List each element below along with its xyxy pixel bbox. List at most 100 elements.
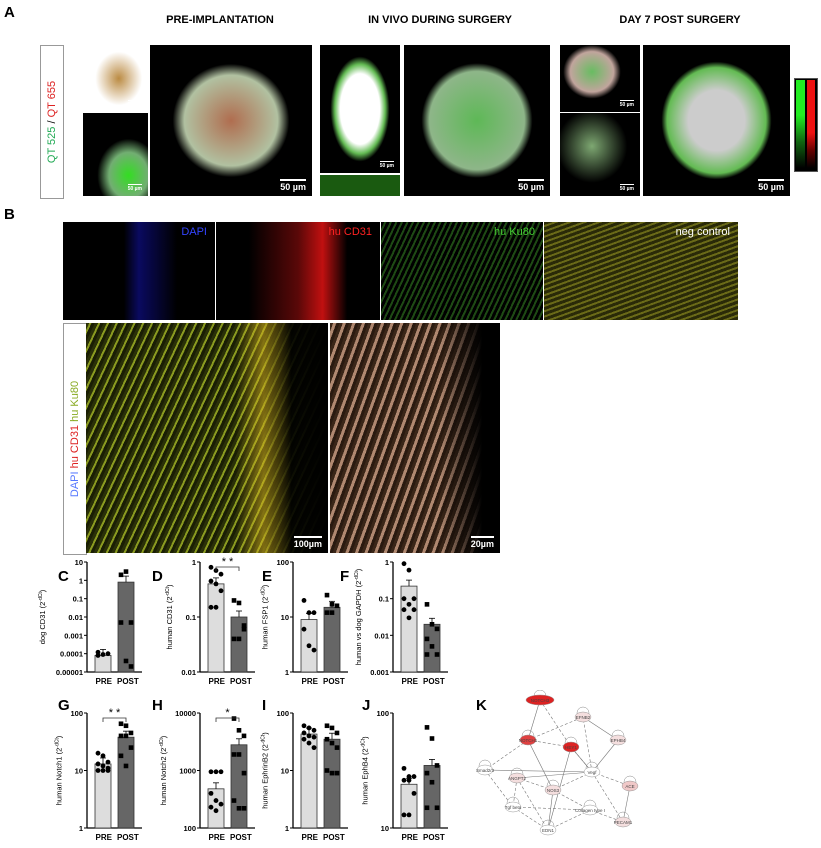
data-point-pre	[311, 745, 317, 751]
network-node-label: EFNB2	[576, 715, 591, 720]
scale-bar: 50 µm	[619, 100, 634, 108]
x-tick-label: PRE	[209, 833, 226, 842]
data-point-post	[241, 770, 247, 776]
network-node-label: NOS3	[547, 788, 560, 793]
network-node	[614, 816, 632, 828]
y-axis-label: human vs dog GAPDH (2-dCt)	[354, 568, 363, 665]
data-point-pre	[406, 567, 412, 573]
network-edge	[527, 716, 584, 741]
bar-post	[323, 738, 341, 829]
chart-E: 1 10 100 human FSP1 (2-dCt) PRE POST	[260, 558, 348, 686]
network-edge	[591, 739, 619, 773]
y-axis-label: human Notch2 (2-dCt)	[159, 735, 168, 805]
data-point-post	[429, 644, 435, 649]
data-point-post	[241, 623, 247, 628]
scale-bar: 50 µm	[280, 179, 306, 192]
data-point-post	[424, 725, 430, 730]
data-point-post	[241, 806, 247, 811]
y-tick-label: 1	[192, 558, 196, 567]
bar-post	[117, 736, 135, 829]
network-edge	[516, 777, 549, 831]
scale-bar: 50 µm	[758, 179, 784, 192]
data-point-post	[118, 753, 124, 759]
data-point-post	[123, 733, 129, 739]
data-point-post	[236, 728, 242, 733]
chart-D: 0.01 0.1 1 human CD31 (2-dCt) PRE POST * *	[165, 556, 255, 686]
panel-letter-a: A	[4, 4, 15, 21]
x-tick-label: PRE	[96, 677, 113, 686]
significance-bracket	[215, 717, 240, 722]
data-point-post	[424, 602, 430, 607]
x-tick-label: PRE	[402, 677, 419, 686]
y-tick-label: 0.001	[64, 631, 83, 640]
network-node	[519, 734, 537, 746]
data-point-post	[231, 636, 237, 642]
data-point-post	[424, 770, 430, 776]
data-point-pre	[411, 607, 417, 613]
data-point-pre	[218, 769, 224, 775]
scale-bar-100: 100µm	[293, 536, 322, 549]
data-point-pre	[100, 753, 106, 759]
data-point-post	[334, 770, 340, 776]
data-point-pre	[306, 733, 312, 739]
x-tick-label: PRE	[96, 833, 113, 842]
panel-letter-j: J	[362, 697, 371, 714]
y-tick-label: 100	[70, 709, 83, 718]
bar-post	[230, 744, 248, 829]
scale-bar: 50 µm	[127, 184, 142, 192]
data-point-post	[329, 610, 335, 615]
network-edge	[547, 789, 554, 831]
y-tick-label: 0.01	[68, 613, 83, 622]
quantum-dot-image: 50 µm	[643, 45, 790, 196]
data-point-pre	[401, 765, 407, 771]
network-node-label: NOTCH1	[519, 738, 538, 743]
data-point-pre	[406, 777, 412, 783]
bar-post	[117, 581, 135, 673]
color-lut-bar	[794, 78, 818, 172]
network-edge	[622, 785, 631, 823]
network-edge	[527, 699, 541, 741]
network-node-label: PECAM1	[614, 820, 633, 825]
chart-F: 0.001 0.01 0.1 1 human vs dog GAPDH (2-dCt) P…	[354, 558, 448, 686]
network-node	[581, 804, 599, 816]
y-tick-label: 100	[183, 824, 196, 833]
chart-J: 10 100 human EphB4 (2-dCt) PRE POST	[360, 709, 448, 842]
data-point-pre	[213, 808, 219, 814]
data-point-pre	[218, 801, 224, 807]
data-point-pre	[301, 730, 307, 736]
data-point-pre	[105, 768, 111, 773]
data-point-post	[128, 664, 134, 669]
y-axis-label: dog CD31 (2-dCt)	[38, 589, 47, 644]
panel-letter-g: G	[58, 697, 70, 714]
data-point-post	[118, 721, 124, 727]
quantum-dot-image: 50 µm	[83, 45, 148, 112]
y-tick-label: 0.01	[181, 668, 196, 677]
data-point-post	[118, 733, 124, 739]
data-point-pre	[95, 653, 101, 658]
scale-bar: 50 µm	[518, 179, 544, 192]
data-point-post	[434, 652, 440, 657]
x-tick-label: PRE	[209, 677, 226, 686]
network-edge	[516, 771, 593, 779]
quantum-dot-image: 50 µm	[83, 113, 148, 196]
quantum-dot-image: 50 µm	[560, 113, 640, 196]
data-point-pre	[411, 596, 417, 602]
data-point-pre	[311, 727, 317, 733]
data-point-post	[429, 779, 435, 785]
network-edge	[582, 716, 593, 773]
data-point-post	[329, 740, 335, 746]
data-point-post	[231, 598, 237, 603]
data-point-post	[123, 658, 129, 664]
data-point-pre	[105, 759, 111, 765]
y-axis-label: human FSP1 (2-dCt)	[260, 584, 269, 649]
network-node-label: Collagen type I	[575, 808, 605, 813]
data-point-post	[324, 723, 330, 729]
y-axis-label: human CD31 (2-dCt)	[165, 584, 174, 649]
data-point-pre	[301, 723, 307, 729]
y-tick-label: 0.1	[186, 613, 196, 622]
network-node	[539, 824, 557, 836]
data-point-pre	[311, 647, 317, 653]
panel-letter-b: B	[4, 206, 15, 223]
data-point-pre	[218, 571, 224, 577]
